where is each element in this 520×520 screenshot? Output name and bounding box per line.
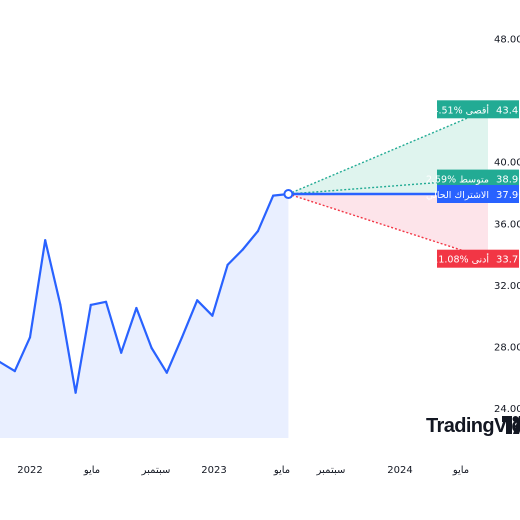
price-point <box>44 239 47 242</box>
forecast-high-line <box>288 108 489 195</box>
forecast-average-value-bg <box>493 169 519 188</box>
price-point <box>13 370 16 373</box>
forecast-current-value-bg <box>493 185 519 203</box>
x-tick-label: 2022 <box>17 465 42 476</box>
forecast-current-label: الاشتراك الحالي <box>426 190 489 201</box>
x-axis: 2022 مايو سبتمبر 2023 مايو سبتمبر 2024 مايو <box>17 465 469 476</box>
forecast-average-label: 2.59% متوسط <box>426 175 489 186</box>
price-point <box>28 336 32 339</box>
forecast-average-line <box>288 177 489 195</box>
forecast-high-value-bg <box>493 100 519 119</box>
forecast-current-label-bg <box>437 185 493 203</box>
price-point <box>0 360 1 363</box>
y-tick-label: 32.00 <box>494 281 520 292</box>
y-tick-label: 24.00 <box>494 404 520 415</box>
price-point <box>135 306 138 310</box>
x-tick-label: مايو <box>273 465 290 476</box>
forecast-labels: 14.51% أقصى 43.40 2.59% متوسط 38.90 الاشتراك… <box>426 100 520 268</box>
price-point <box>165 371 168 374</box>
price-point <box>150 346 153 350</box>
x-tick-label: 2023 <box>201 465 226 476</box>
forecast-low-label-bg <box>437 249 493 268</box>
price-point <box>180 336 184 339</box>
x-tick-label: سبتمبر <box>141 465 171 476</box>
price-point <box>241 248 244 251</box>
brand-name: TradingView <box>426 415 520 437</box>
x-tick-label: سبتمبر <box>316 465 346 476</box>
price-point <box>272 194 275 197</box>
price-point <box>196 299 199 302</box>
line-layer <box>0 189 294 394</box>
price-point <box>211 314 214 317</box>
forecast-high-label: 14.51% أقصى <box>426 103 489 116</box>
forecast-low-value: 33.70 <box>496 255 520 266</box>
price-point <box>74 391 77 394</box>
forecast-high-value: 43.40 <box>496 105 520 116</box>
forecast-average-label-bg <box>437 169 493 188</box>
price-point <box>59 303 62 306</box>
y-tick-label: 48.00 <box>494 35 520 46</box>
price-point <box>104 300 108 303</box>
y-tick-label: 28.00 <box>494 343 520 354</box>
forecast-low-value-bg <box>493 249 519 268</box>
y-tick-label: 40.00 <box>494 158 520 169</box>
tradingview-logo-icon <box>502 416 520 434</box>
price-point <box>226 263 229 266</box>
price-area <box>0 194 289 438</box>
y-axis: 48.00 40.00 36.00 32.00 28.00 24.00 <box>494 35 520 416</box>
price-point <box>120 351 123 354</box>
forecast-current-value: 37.90 <box>496 190 520 201</box>
x-tick-label: مايو <box>452 465 469 476</box>
forecast-high-label-bg <box>437 100 493 119</box>
y-tick-label: 36.00 <box>494 219 520 230</box>
price-point <box>256 229 260 233</box>
forecast-low-line <box>288 193 489 260</box>
forecast-low-label: -11.08% أدنى <box>429 253 489 266</box>
forecast-average-value: 38.90 <box>496 175 520 186</box>
price-point <box>89 303 92 306</box>
tradingview-logo: TradingView <box>426 415 520 437</box>
last-price-marker <box>283 189 294 200</box>
x-tick-label: مايو <box>83 465 100 476</box>
x-tick-label: 2024 <box>387 465 412 476</box>
area-layer <box>0 194 289 438</box>
